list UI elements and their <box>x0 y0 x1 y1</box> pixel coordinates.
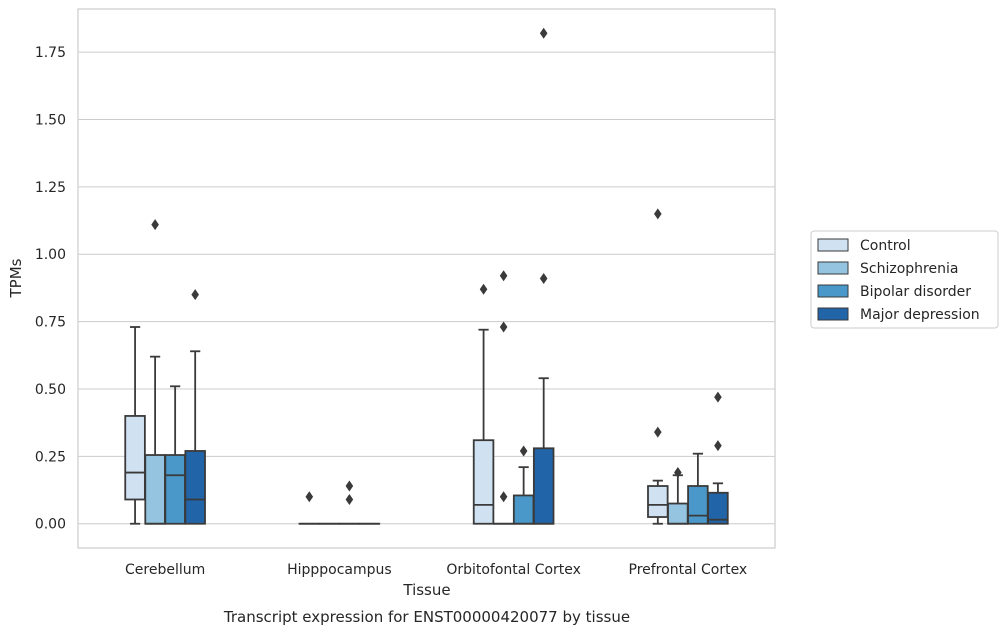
boxes <box>124 27 729 525</box>
y-axis-label: TPMs <box>7 258 25 298</box>
outlier-point <box>674 467 682 479</box>
outlier-point <box>345 480 354 492</box>
box-3-3 <box>707 391 729 525</box>
legend-label: Control <box>860 238 911 254</box>
legend-label: Schizophrenia <box>860 261 958 277</box>
legend-swatch <box>817 238 849 252</box>
box-body <box>512 494 535 525</box>
outlier-point <box>151 219 159 231</box>
box-body <box>124 415 146 501</box>
outlier-point <box>654 208 662 220</box>
box-1-0 <box>144 219 166 525</box>
box-body <box>647 485 669 518</box>
box-0-3 <box>647 208 669 525</box>
y-tick-label: 0.75 <box>35 315 66 331</box>
plot-frame <box>77 8 776 549</box>
box-body <box>144 454 166 525</box>
box-2-1 <box>338 480 361 525</box>
box-body <box>164 454 186 525</box>
y-tick-label: 1.00 <box>35 247 66 263</box>
y-tick-label: 1.25 <box>35 180 66 196</box>
grid-lines <box>78 51 775 525</box>
y-tick-label: 0.25 <box>35 449 66 465</box>
outlier-point <box>714 391 722 403</box>
box-body <box>707 491 729 525</box>
x-tick-label: Orbitofontal Cortex <box>446 562 581 578</box>
x-tick-label: Hipppocampus <box>287 562 392 578</box>
x-tick-label: Cerebellum <box>125 562 205 578</box>
legend: Control Schizophrenia Bipolar disorder Majo… <box>810 230 999 329</box>
x-axis-label: Tissue <box>402 581 450 599</box>
box-1-2 <box>492 270 515 525</box>
outlier-point <box>714 440 722 452</box>
y-tick-label: 1.50 <box>35 112 66 128</box>
box-body <box>184 450 206 525</box>
legend-frame <box>810 230 999 329</box>
outlier-point <box>539 273 548 284</box>
legend-label: Bipolar disorder <box>860 284 971 300</box>
box-2-2 <box>512 445 535 525</box>
outlier-point <box>654 426 662 438</box>
y-tick-label: 1.75 <box>35 45 66 61</box>
outlier-point <box>499 270 508 282</box>
chart-title: Transcript expression for ENST0000042007… <box>223 608 630 626</box>
box-1-3 <box>667 467 689 525</box>
y-tick-labels: 0.00 0.25 0.50 0.75 1.00 1.25 1.50 1.75 <box>35 45 66 533</box>
box-2-3 <box>687 452 709 525</box>
legend-swatch <box>817 284 849 298</box>
box-2-0 <box>164 385 186 525</box>
box-3-0 <box>184 289 206 525</box>
outlier-point <box>305 491 314 503</box>
outlier-point <box>499 491 508 503</box>
box-3-2 <box>532 27 555 525</box>
outlier-point <box>499 321 508 333</box>
outlier-point <box>519 445 528 457</box>
box-0-1 <box>298 491 321 525</box>
box-0-2 <box>472 283 495 525</box>
legend-swatch <box>817 261 849 275</box>
outlier-point <box>191 289 199 301</box>
box-body <box>532 447 555 525</box>
x-tick-labels: Cerebellum Hipppocampus Orbitofontal Corte… <box>125 562 747 578</box>
box-body <box>667 502 689 525</box>
legend-label: Major depression <box>860 307 980 323</box>
x-tick-label: Prefrontal Cortex <box>629 562 748 578</box>
box-body <box>687 485 709 525</box>
outlier-point <box>345 493 354 505</box>
outlier-point <box>539 27 548 39</box>
y-tick-label: 0.00 <box>35 517 66 533</box>
outlier-point <box>479 283 488 295</box>
box-body <box>472 439 495 525</box>
legend-swatch <box>817 307 849 321</box>
box-0-0 <box>124 326 146 525</box>
y-tick-label: 0.50 <box>35 382 66 398</box>
